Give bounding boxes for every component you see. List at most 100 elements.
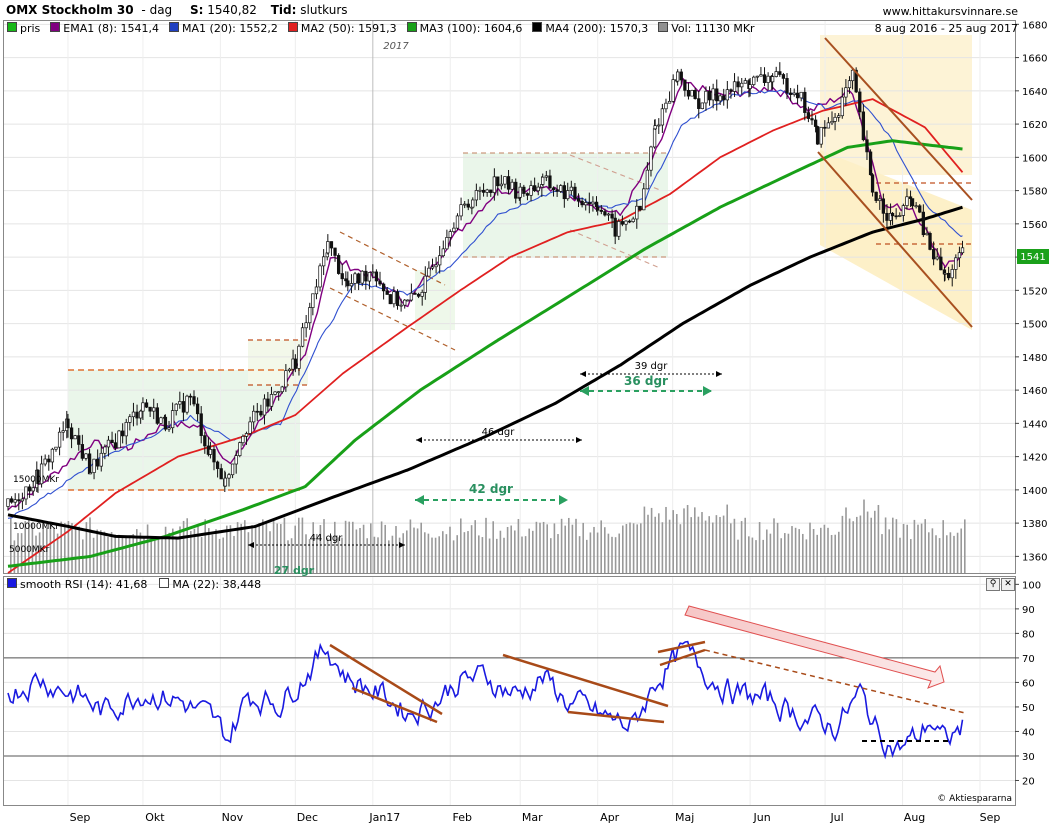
volume-bar bbox=[748, 536, 750, 573]
volume-bar bbox=[388, 540, 390, 573]
volume-bar bbox=[467, 531, 469, 573]
rsi-tick-label: 40 bbox=[1022, 727, 1035, 738]
volume-bar bbox=[539, 522, 541, 573]
settings-icon[interactable]: ✕ bbox=[1001, 578, 1015, 591]
candle-body bbox=[430, 266, 435, 269]
candle-body bbox=[686, 89, 691, 97]
volume-bar bbox=[618, 533, 620, 573]
candle-body bbox=[606, 213, 611, 216]
candle-body bbox=[544, 175, 548, 178]
volume-bar bbox=[600, 520, 602, 573]
candle-body bbox=[326, 241, 330, 254]
volume-bar bbox=[895, 519, 898, 573]
rsi-legend-swatch bbox=[7, 578, 17, 588]
price-tick-label: 1580 bbox=[1022, 187, 1047, 198]
candle-body bbox=[266, 398, 270, 407]
volume-bar bbox=[571, 524, 574, 573]
volume-bar bbox=[190, 531, 192, 573]
volume-bar bbox=[719, 516, 721, 573]
flag2-top bbox=[569, 154, 661, 191]
candle-body bbox=[340, 273, 344, 280]
rsi-legend-item-0: smooth RSI (14): 41,68 bbox=[7, 578, 147, 591]
volume-bar bbox=[96, 529, 98, 573]
volume-bar bbox=[179, 526, 181, 573]
volume-bar bbox=[46, 527, 48, 573]
candle-body bbox=[311, 293, 315, 308]
legend-swatch bbox=[287, 22, 298, 32]
x-tick-label: Apr bbox=[600, 811, 620, 824]
volume-bar bbox=[10, 518, 12, 573]
candle-body bbox=[212, 449, 216, 463]
volume-bar bbox=[71, 523, 73, 573]
legend-swatch bbox=[7, 22, 17, 32]
volume-bar bbox=[870, 517, 872, 573]
volume-bar bbox=[658, 513, 660, 573]
volume-bar bbox=[607, 533, 610, 573]
candle-body bbox=[631, 218, 635, 222]
span-42-label: 42 dgr bbox=[469, 482, 513, 496]
candle-body bbox=[364, 270, 368, 282]
volume-bar bbox=[582, 522, 584, 573]
candle-body bbox=[627, 220, 632, 223]
volume-bar bbox=[334, 521, 336, 573]
candle-body bbox=[406, 299, 410, 302]
candle-body bbox=[227, 474, 231, 479]
x-tick-label: Feb bbox=[453, 811, 472, 824]
volume-bar bbox=[564, 525, 566, 573]
volume-bar bbox=[589, 532, 592, 573]
volume-bar bbox=[852, 521, 854, 573]
candle-body bbox=[27, 486, 32, 492]
legend-label: MA4 (200): 1570,3 bbox=[545, 22, 649, 35]
candle-body bbox=[252, 410, 256, 423]
candle-body bbox=[441, 248, 445, 257]
price-tick-label: 1360 bbox=[1022, 552, 1047, 563]
candle-body bbox=[957, 252, 962, 259]
zoom-icon[interactable]: ⚲ bbox=[986, 578, 1000, 591]
volume-bar bbox=[359, 527, 361, 573]
candle-body bbox=[155, 407, 159, 424]
volume-bar bbox=[827, 527, 829, 573]
candle-body bbox=[120, 430, 125, 437]
candle-body bbox=[770, 76, 775, 83]
volume-bar bbox=[402, 533, 404, 573]
volume-bar bbox=[164, 526, 167, 573]
volume-bar bbox=[888, 529, 890, 573]
candle-body bbox=[774, 71, 778, 77]
candle-body bbox=[683, 79, 687, 91]
volume-bar bbox=[128, 536, 131, 573]
candle-body bbox=[152, 407, 156, 412]
candle-body bbox=[950, 269, 954, 279]
candle-body bbox=[463, 203, 467, 206]
candle-body bbox=[434, 264, 438, 268]
candle-body bbox=[138, 410, 143, 419]
volume-bar bbox=[643, 506, 646, 573]
candle-body bbox=[823, 126, 827, 129]
interval: dag bbox=[149, 3, 173, 17]
legend-label: pris bbox=[20, 22, 41, 35]
volume-bar bbox=[416, 528, 419, 573]
candle-body bbox=[881, 198, 886, 214]
candle-body bbox=[652, 128, 657, 148]
candle-body bbox=[128, 416, 132, 423]
volume-bar bbox=[28, 517, 30, 573]
rsi-tick-label: 20 bbox=[1022, 776, 1035, 787]
volume-bar bbox=[629, 522, 631, 573]
volume-bar bbox=[222, 537, 224, 573]
candle-body bbox=[541, 176, 545, 185]
volume-bar bbox=[755, 540, 757, 573]
volume-bar bbox=[730, 523, 732, 573]
volume-bar bbox=[845, 507, 847, 573]
candle-body bbox=[510, 181, 514, 190]
candle-body bbox=[124, 422, 128, 437]
volume-bar bbox=[236, 522, 239, 573]
volume-bar bbox=[510, 525, 512, 573]
volume-bar bbox=[172, 528, 174, 573]
volume-bar bbox=[938, 538, 941, 573]
copyright: © Aktiespararna bbox=[937, 794, 1012, 804]
consolidation-box-3 bbox=[415, 270, 455, 330]
candle-body bbox=[868, 151, 873, 176]
rsi-tick-label: 30 bbox=[1022, 752, 1035, 763]
volume-bar bbox=[776, 522, 779, 573]
volume-bar bbox=[56, 533, 59, 573]
candle-body bbox=[54, 446, 58, 450]
